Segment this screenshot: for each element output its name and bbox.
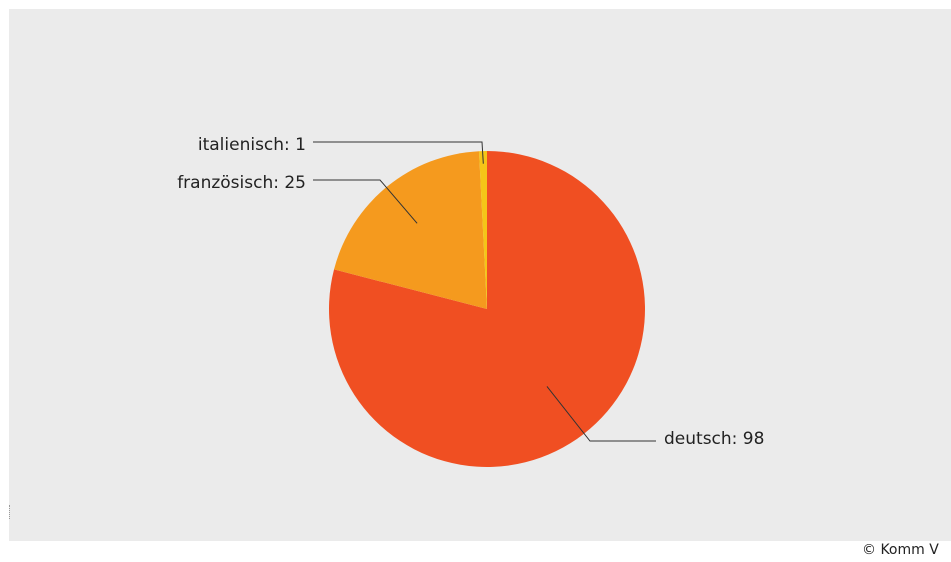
pie-slice-französisch xyxy=(334,151,487,309)
pie-slice-italienisch xyxy=(478,151,487,309)
leader-line-italienisch xyxy=(313,141,484,164)
leader-line-französisch xyxy=(313,179,418,224)
credit-text: © Komm V xyxy=(862,542,939,558)
edge-mark xyxy=(9,505,12,519)
leader-line-deutsch xyxy=(546,386,656,442)
label-italienisch: italienisch: 1 xyxy=(198,135,306,155)
label-deutsch: deutsch: 98 xyxy=(664,429,764,449)
label-franzoesisch: französisch: 25 xyxy=(177,173,306,193)
